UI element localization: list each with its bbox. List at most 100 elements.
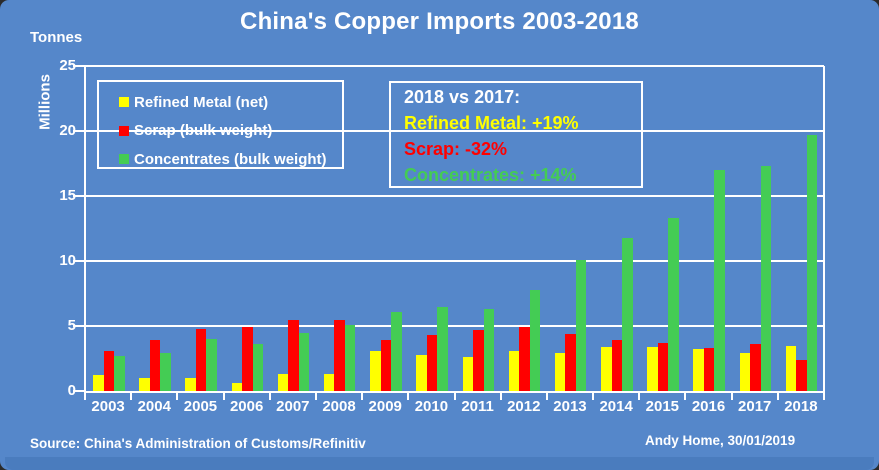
- x-tick-mark-9: [499, 393, 502, 400]
- bar-2014-concentrates: [622, 237, 633, 391]
- y-tick-mark-10: [73, 260, 85, 262]
- annotation-refined: Refined Metal: +19%: [404, 113, 579, 133]
- x-tick-label-2008: 2008: [322, 398, 356, 415]
- bar-2014-scrap: [611, 340, 623, 391]
- annotation-concentrates: Concentrates: +14%: [404, 165, 577, 185]
- x-tick-mark-2: [176, 393, 179, 400]
- bar-2006-scrap: [242, 327, 253, 391]
- legend-label-scrap: Scrap (bulk weight): [134, 122, 273, 140]
- bar-2013-refined: [554, 353, 566, 391]
- x-axis-line: [84, 391, 825, 393]
- x-tick-mark-3: [222, 393, 225, 400]
- y-tick-label-15: 15: [59, 187, 76, 204]
- scrap-swatch-icon: [119, 125, 129, 136]
- x-tick-mark-0: [84, 393, 86, 400]
- bar-2007-scrap: [288, 319, 299, 391]
- x-tick-label-2010: 2010: [414, 398, 449, 415]
- x-tick-mark-16: [823, 393, 825, 400]
- footer-bar: [5, 457, 874, 470]
- x-tick-label-2006: 2006: [229, 398, 264, 415]
- bar-2017-concentrates: [760, 166, 772, 391]
- y-tick-mark-15: [73, 195, 85, 197]
- bar-2005-scrap: [195, 328, 207, 391]
- legend-label-concentrates: Concentrates (bulk weight): [134, 150, 327, 168]
- y-axis-unit-label: Tonnes: [30, 29, 83, 46]
- bar-2016-concentrates: [714, 170, 725, 391]
- bar-2009-concentrates: [391, 311, 402, 391]
- y-tick-label-0: 0: [67, 382, 76, 399]
- annotation-title: 2018 vs 2017:: [404, 87, 521, 107]
- annotation-box: 2018 vs 2017: Refined Metal: +19% Scrap:…: [389, 81, 643, 188]
- bar-2005-concentrates: [206, 339, 217, 391]
- gridline-25: [85, 65, 824, 67]
- y-tick-mark-0: [73, 390, 85, 392]
- x-tick-label-2007: 2007: [276, 398, 310, 415]
- plot-right-border: [823, 66, 825, 393]
- x-tick-label-2003: 2003: [91, 398, 125, 415]
- bar-2006-concentrates: [252, 344, 264, 391]
- y-axis-line: [84, 66, 86, 393]
- bar-2011-refined: [462, 357, 473, 391]
- x-tick-label-2012: 2012: [507, 398, 541, 415]
- x-tick-label-2018: 2018: [784, 398, 818, 415]
- bar-2004-concentrates: [160, 353, 171, 391]
- bar-2015-refined: [647, 346, 658, 391]
- bar-2007-concentrates: [298, 332, 310, 391]
- bar-2013-concentrates: [575, 259, 587, 391]
- y-tick-mark-25: [73, 65, 85, 67]
- bar-2015-scrap: [657, 342, 669, 391]
- bar-2014-refined: [601, 346, 612, 391]
- bar-2008-refined: [323, 374, 335, 391]
- bar-2005-refined: [185, 378, 196, 391]
- x-tick-mark-15: [776, 393, 779, 400]
- bar-2007-refined: [277, 374, 289, 391]
- bar-2010-scrap: [426, 335, 438, 391]
- bar-2012-concentrates: [529, 289, 541, 391]
- legend-item-refined: Refined Metal (net): [119, 88, 342, 117]
- x-tick-mark-6: [361, 393, 364, 400]
- source-label: Source: China's Administration of Custom…: [30, 436, 366, 451]
- chart-title: China's Copper Imports 2003-2018: [240, 8, 639, 35]
- x-tick-label-2016: 2016: [691, 398, 726, 415]
- x-tick-mark-1: [130, 393, 133, 400]
- x-tick-mark-13: [684, 393, 687, 400]
- y-tick-label-5: 5: [67, 317, 76, 334]
- bar-2018-refined: [785, 345, 797, 391]
- x-tick-mark-11: [592, 393, 595, 400]
- x-tick-mark-5: [314, 393, 317, 400]
- annotation-scrap: Scrap: -32%: [404, 139, 508, 159]
- legend-label-refined: Refined Metal (net): [134, 93, 269, 111]
- gridline-20: [85, 130, 824, 132]
- bar-2009-refined: [370, 350, 381, 391]
- x-tick-mark-4: [268, 393, 271, 400]
- x-tick-mark-7: [407, 393, 410, 400]
- legend-item-scrap: Scrap (bulk weight): [119, 117, 342, 146]
- x-tick-mark-10: [545, 393, 548, 400]
- y-tick-mark-5: [73, 325, 85, 327]
- x-tick-label-2011: 2011: [461, 398, 494, 415]
- bar-2010-concentrates: [437, 306, 448, 391]
- bar-2016-scrap: [703, 348, 715, 391]
- bar-2012-refined: [508, 350, 520, 391]
- bar-2016-refined: [693, 349, 704, 391]
- bar-2004-refined: [139, 378, 150, 391]
- bar-2009-scrap: [380, 340, 392, 391]
- refined-metal-swatch-icon: [119, 97, 129, 108]
- x-tick-label-2017: 2017: [738, 398, 772, 415]
- bar-2003-concentrates: [114, 355, 125, 391]
- x-tick-mark-12: [638, 393, 641, 400]
- gridline-15: [85, 195, 824, 197]
- x-tick-mark-14: [730, 393, 733, 400]
- bar-2010-refined: [416, 354, 427, 391]
- bar-2017-refined: [739, 353, 751, 391]
- bar-2011-scrap: [473, 329, 484, 391]
- bar-2018-concentrates: [806, 134, 818, 391]
- concentrates-swatch-icon: [119, 154, 129, 165]
- bar-2004-scrap: [149, 340, 161, 391]
- y-tick-mark-20: [73, 130, 85, 132]
- legend: Refined Metal (net) Scrap (bulk weight) …: [97, 80, 344, 169]
- x-tick-label-2015: 2015: [645, 398, 680, 415]
- bar-2011-concentrates: [483, 309, 494, 391]
- y-tick-label-20: 20: [59, 122, 76, 139]
